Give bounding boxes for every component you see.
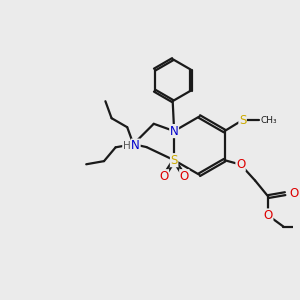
Text: S: S <box>239 113 246 127</box>
Text: O: O <box>180 170 189 183</box>
Text: O: O <box>290 187 299 200</box>
Text: O: O <box>159 170 169 183</box>
Text: N: N <box>170 124 178 138</box>
Text: H: H <box>123 141 130 151</box>
Text: N: N <box>131 139 140 152</box>
Text: CH₃: CH₃ <box>261 116 278 124</box>
Text: S: S <box>170 154 178 167</box>
Text: O: O <box>264 209 273 222</box>
Text: O: O <box>236 158 245 171</box>
